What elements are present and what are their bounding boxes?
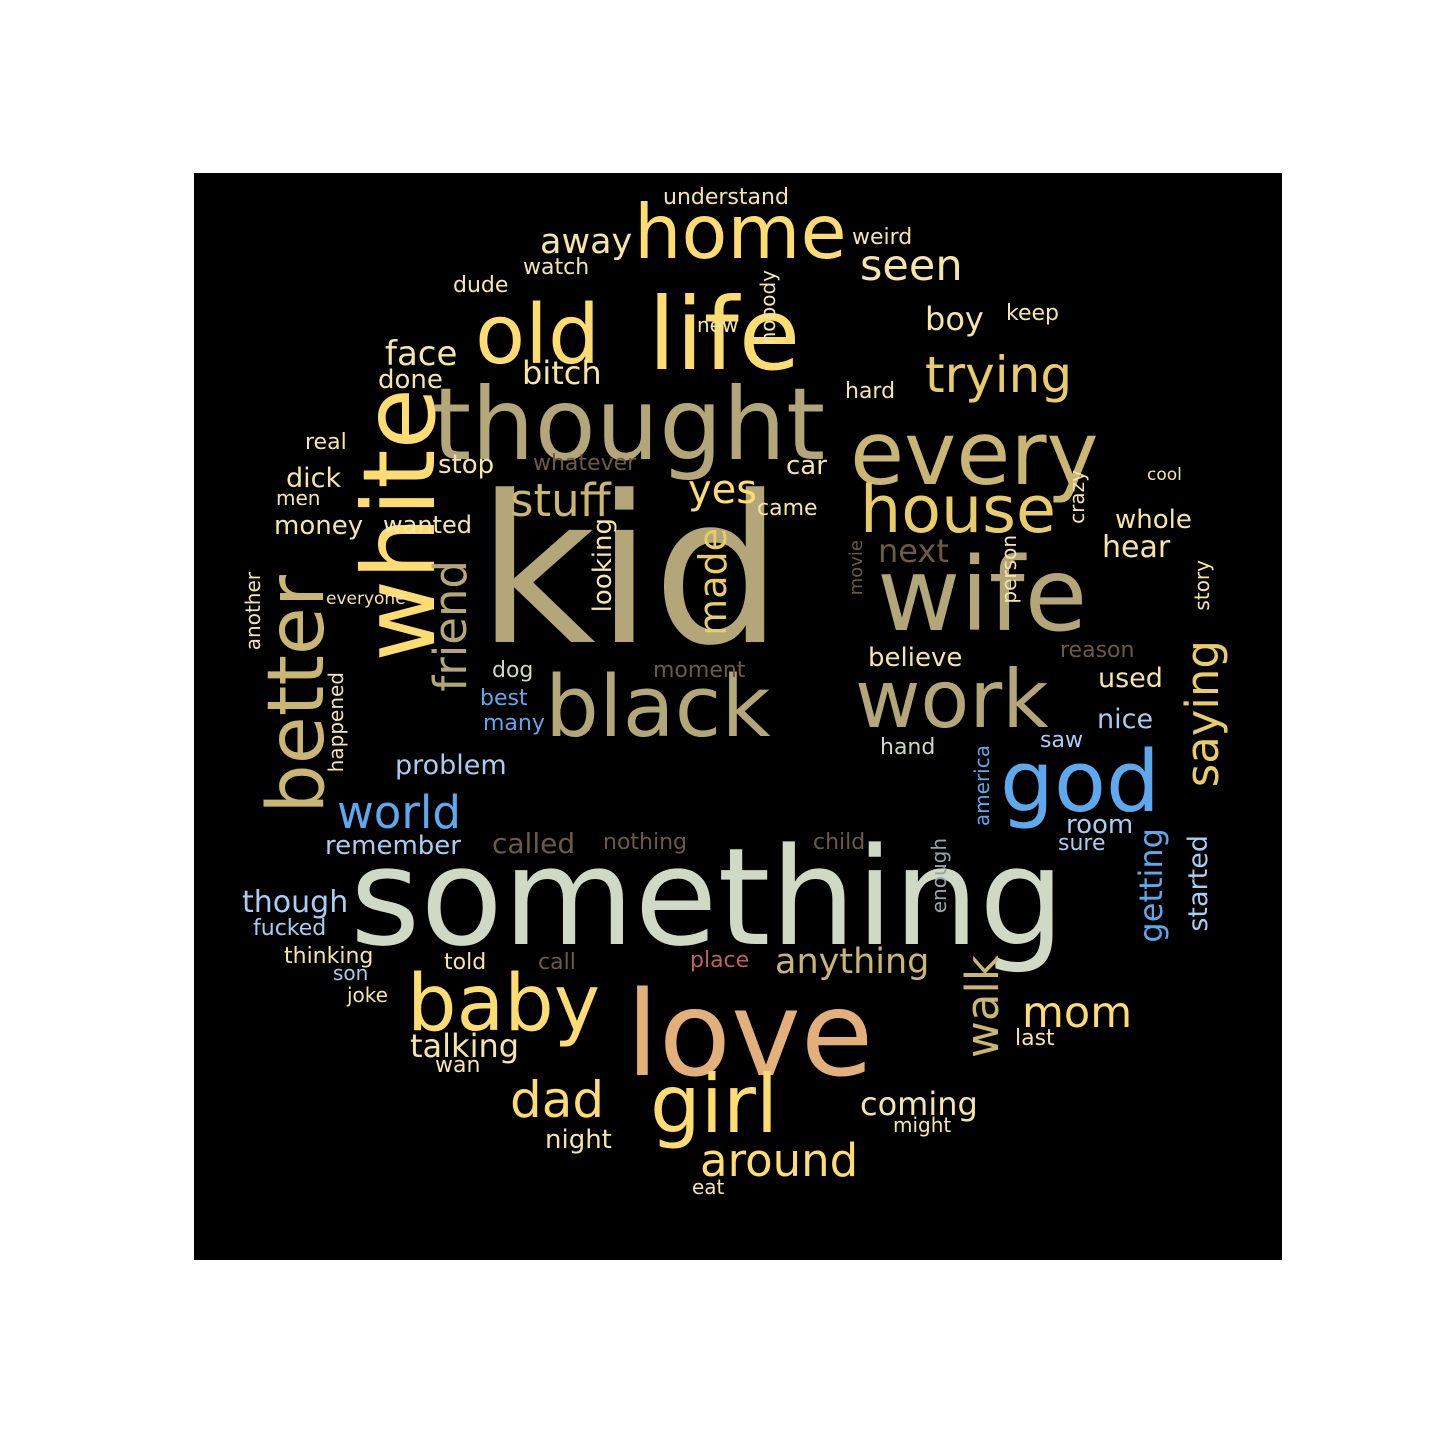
word-god: god (1000, 733, 1160, 832)
word-joke: joke (347, 983, 388, 1007)
word-many: many (483, 711, 545, 736)
word-problem: problem (395, 750, 507, 781)
word-mom: mom (1022, 988, 1133, 1038)
word-call: call (538, 950, 576, 975)
word-house: house (860, 473, 1057, 548)
word-seen: seen (860, 241, 963, 291)
word-movie: movie (846, 540, 867, 596)
word-hear: hear (1102, 530, 1171, 565)
word-story: story (1190, 560, 1214, 611)
word-made: made (691, 528, 735, 636)
word-getting: getting (1132, 828, 1170, 943)
word-dog: dog (492, 658, 534, 683)
word-hand: hand (880, 735, 936, 760)
word-something: something (350, 819, 1065, 976)
word-believe: believe (868, 643, 963, 673)
word-room: room (1066, 810, 1134, 840)
word-anything: anything (775, 942, 930, 982)
word-money: money (274, 511, 364, 541)
word-though: though (242, 885, 349, 920)
word-face: face (385, 334, 458, 374)
word-thought: thought (432, 366, 826, 483)
word-trying: trying (925, 346, 1073, 404)
word-talking: talking (410, 1027, 520, 1065)
word-boy: boy (925, 300, 984, 338)
word-girl: girl (650, 1058, 779, 1151)
word-next: next (878, 532, 949, 570)
word-remember: remember (325, 831, 461, 861)
word-place: place (690, 948, 750, 973)
word-fucked: fucked (253, 916, 327, 941)
word-reason: reason (1060, 638, 1135, 663)
word-life: life (648, 276, 801, 393)
word-person: person (997, 535, 1021, 604)
word-thinking: thinking (284, 944, 374, 969)
word-black: black (545, 658, 771, 757)
word-friend: friend (424, 560, 477, 692)
word-nobody: nobody (756, 270, 780, 345)
word-wan: wan (435, 1053, 481, 1078)
word-child: child (813, 830, 866, 855)
word-kid: kid (477, 453, 783, 691)
word-weird: weird (852, 225, 913, 250)
word-nice: nice (1097, 704, 1154, 735)
word-done: done (378, 365, 443, 395)
word-sure: sure (1058, 831, 1106, 856)
word-cloud-panel (194, 173, 1282, 1260)
word-called: called (492, 827, 576, 860)
word-car: car (786, 451, 827, 481)
word-love: love (626, 965, 874, 1103)
word-world: world (337, 786, 461, 839)
word-understand: understand (663, 185, 789, 210)
word-night: night (545, 1125, 612, 1155)
word-coming: coming (860, 1085, 978, 1123)
word-son: son (333, 961, 369, 985)
word-home: home (634, 188, 847, 276)
word-came: came (757, 496, 818, 521)
word-happened: happened (324, 672, 348, 773)
word-new: new (697, 313, 739, 337)
word-real: real (305, 430, 347, 455)
word-whole: whole (1115, 505, 1192, 535)
word-told: told (444, 950, 487, 975)
word-stop: stop (438, 450, 495, 480)
word-america: america (970, 745, 994, 827)
word-old: old (475, 288, 601, 383)
word-stuff: stuff (510, 474, 611, 527)
word-dick: dick (286, 463, 342, 494)
word-enough: enough (927, 838, 951, 914)
word-hard: hard (845, 379, 896, 404)
word-watch: watch (523, 255, 590, 280)
word-saw: saw (1040, 728, 1083, 753)
word-best: best (480, 686, 528, 711)
word-men: men (276, 486, 321, 510)
word-used: used (1098, 663, 1163, 694)
word-wife: wife (877, 536, 1088, 655)
word-dad: dad (510, 1071, 605, 1129)
word-nothing: nothing (603, 830, 687, 855)
word-looking: looking (588, 518, 618, 613)
word-moment: moment (653, 658, 746, 683)
word-walk: walk (956, 955, 1009, 1058)
word-away: away (540, 222, 633, 262)
word-crazy: crazy (1065, 470, 1089, 524)
word-yes: yes (688, 467, 758, 513)
word-started: started (1183, 835, 1214, 932)
word-another: another (241, 572, 265, 651)
word-keep: keep (1006, 301, 1059, 326)
word-saying: saying (1176, 640, 1229, 788)
word-eat: eat (692, 1175, 725, 1199)
word-dude: dude (453, 273, 509, 298)
word-wanted: wanted (383, 511, 472, 539)
word-every: every (850, 402, 1099, 505)
word-everyone: everyone (326, 589, 406, 609)
word-might: might (893, 1113, 952, 1137)
word-bitch: bitch (522, 354, 602, 392)
word-work: work (855, 653, 1049, 746)
word-cool: cool (1147, 465, 1182, 485)
word-last: last (1015, 1026, 1055, 1051)
word-baby: baby (407, 959, 600, 1049)
word-whatever: whatever (533, 451, 637, 476)
word-around: around (700, 1134, 859, 1187)
